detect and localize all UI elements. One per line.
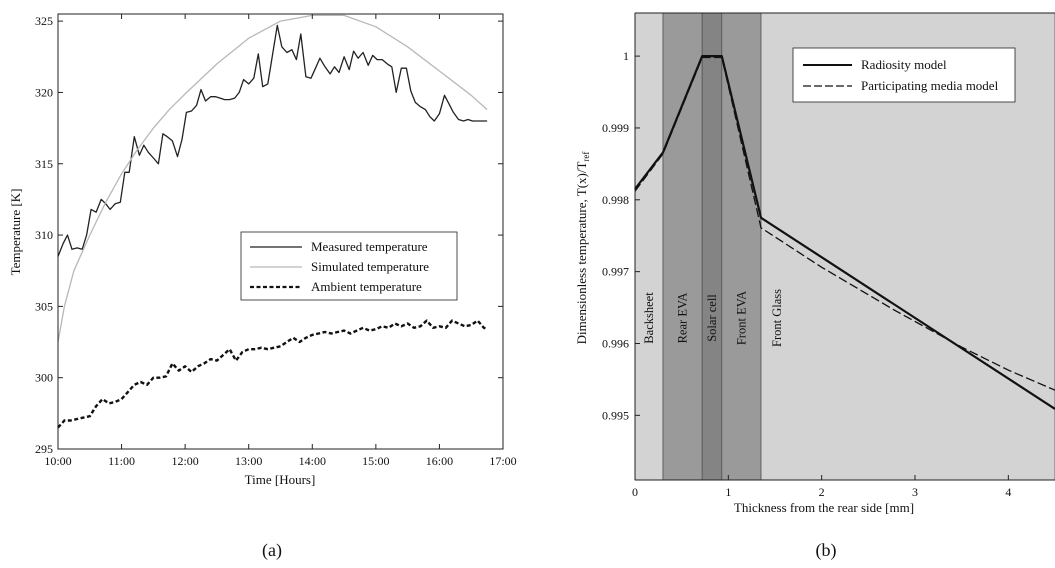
panel-b-layer-labels: Backsheet Rear EVA Solar cell Front EVA Fron… xyxy=(642,289,784,347)
panel-b: 0 1 2 3 4 0.995 0.996 0.997 0.998 0.999 1 Backshee… xyxy=(574,12,1055,561)
panel-a-xtick-label: 13:00 xyxy=(235,454,262,468)
panel-b-legend-box xyxy=(792,47,1016,103)
series-ambient-line xyxy=(57,319,488,429)
panel-a-legend: Measured temperature Simulated temperatu… xyxy=(240,231,458,301)
panel-a-frame xyxy=(57,13,504,450)
panel-b-ytick-label: 0.999 xyxy=(602,121,629,135)
panel-a-xlabel: Time [Hours] xyxy=(245,472,316,487)
legend-label-simulated: Simulated temperature xyxy=(311,259,429,274)
panel-b-xtick-label: 2 xyxy=(819,485,825,499)
panel-a-xtick-label: 12:00 xyxy=(171,454,198,468)
region-label-backsheet: Backsheet xyxy=(642,292,656,344)
panel-b-ytick-label: 1 xyxy=(623,49,629,63)
panel-b-xtick-label: 4 xyxy=(1005,485,1011,499)
legend-label-participating: Participating media model xyxy=(861,78,999,93)
panel-a-ticks: 10:00 11:00 12:00 13:00 14:00 15:00 16:00 17:00… xyxy=(35,14,517,468)
region-rear-eva xyxy=(662,12,703,481)
region-label-front-eva: Front EVA xyxy=(734,291,748,345)
series-radiosity-line xyxy=(634,54,1055,410)
region-label-rear-eva: Rear EVA xyxy=(676,293,690,344)
panel-b-xtick-label: 3 xyxy=(912,485,918,499)
panel-b-ylabel: Dimensionless temperature, T(x)/Tref xyxy=(574,152,591,345)
panel-a: 10:00 11:00 12:00 13:00 14:00 15:00 16:00 17:00… xyxy=(8,13,517,561)
panel-b-legend: Radiosity model Participating media mode… xyxy=(792,47,1016,103)
panel-a-ytick-label: 295 xyxy=(35,442,53,456)
panel-a-ytick-label: 325 xyxy=(35,14,53,28)
panel-a-caption: (a) xyxy=(262,540,282,561)
region-backsheet xyxy=(634,12,664,481)
panel-b-ticks: 0 1 2 3 4 0.995 0.996 0.997 0.998 0.999 1 xyxy=(602,49,1011,499)
panel-a-ytick-label: 315 xyxy=(35,157,53,171)
panel-b-xtick-label: 0 xyxy=(632,485,638,499)
panel-a-xtick-label: 14:00 xyxy=(299,454,326,468)
legend-label-ambient: Ambient temperature xyxy=(311,279,422,294)
panel-b-ytick-label: 0.998 xyxy=(602,193,629,207)
panel-b-xtick-label: 1 xyxy=(725,485,731,499)
region-label-solar-cell: Solar cell xyxy=(705,294,719,342)
series-measured-line xyxy=(57,24,488,257)
panel-a-ytick-label: 310 xyxy=(35,228,53,242)
legend-label-measured: Measured temperature xyxy=(311,239,428,254)
panel-b-ytick-label: 0.997 xyxy=(602,265,629,279)
region-label-front-glass: Front Glass xyxy=(770,289,784,347)
panel-b-caption: (b) xyxy=(816,540,837,561)
panel-b-xlabel: Thickness from the rear side [mm] xyxy=(734,500,914,515)
panel-a-ytick-label: 320 xyxy=(35,85,53,99)
series-participating-media-line xyxy=(634,56,1055,391)
panel-a-ylabel: Temperature [K] xyxy=(8,189,23,276)
panel-b-ytick-label: 0.996 xyxy=(602,336,629,350)
panel-a-xtick-label: 11:00 xyxy=(108,454,135,468)
panel-a-legend-box xyxy=(240,231,458,301)
panel-a-xtick-label: 10:00 xyxy=(44,454,71,468)
panel-a-xtick-label: 15:00 xyxy=(362,454,389,468)
panel-a-ytick-label: 300 xyxy=(35,371,53,385)
panel-b-ylabel-main: Dimensionless temperature, T(x)/T xyxy=(574,162,589,345)
series-simulated-line xyxy=(57,14,488,343)
panel-a-xtick-label: 17:00 xyxy=(489,454,516,468)
panel-a-plot-area xyxy=(57,14,488,429)
legend-label-radiosity: Radiosity model xyxy=(861,57,947,72)
panel-a-ytick-label: 305 xyxy=(35,299,53,313)
region-front-eva xyxy=(721,12,762,481)
region-solar-cell xyxy=(701,12,723,481)
panel-b-ylabel-sub: ref xyxy=(581,152,591,162)
panel-b-ytick-label: 0.995 xyxy=(602,408,629,422)
panel-b-plot-area xyxy=(634,54,1055,410)
panel-a-xtick-label: 16:00 xyxy=(426,454,453,468)
